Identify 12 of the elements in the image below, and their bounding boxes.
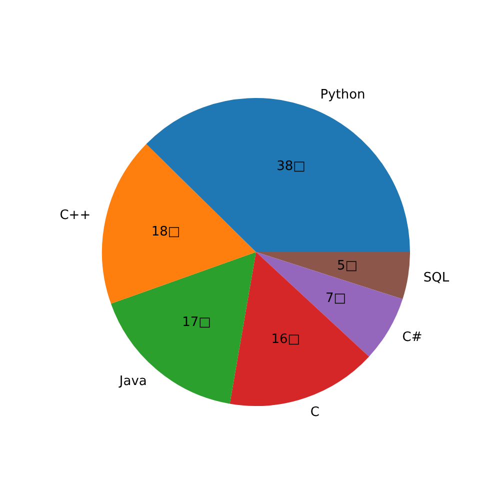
slice-label: Java	[118, 374, 147, 389]
slice-label: C	[310, 404, 320, 420]
data-label: 7□	[326, 290, 346, 306]
data-label: 18□	[151, 224, 180, 240]
data-label: 16□	[271, 332, 300, 347]
slice-label: SQL	[423, 270, 450, 286]
slice-label: Python	[320, 88, 366, 103]
data-label: 17□	[182, 315, 211, 330]
slice-label: C++	[60, 208, 91, 223]
slice-label: C#	[402, 330, 422, 345]
data-label: 5□	[337, 258, 358, 274]
data-label: 38□	[276, 158, 306, 174]
